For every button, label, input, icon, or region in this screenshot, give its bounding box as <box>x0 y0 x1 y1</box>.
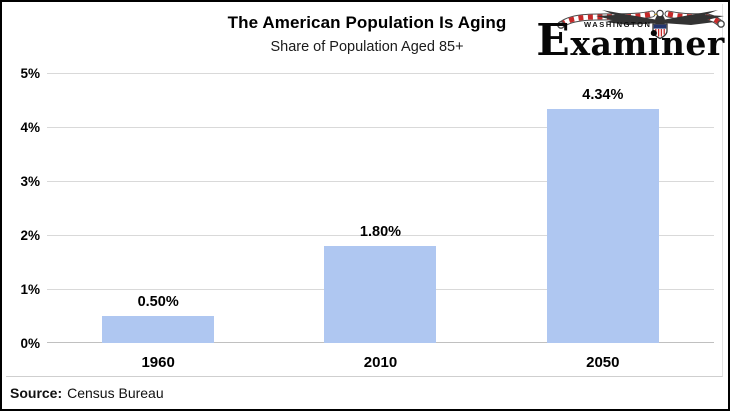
bar-slot-2050: 4.34% <box>492 73 714 343</box>
eagle-ribbon-icon <box>557 9 725 40</box>
gridline-4% <box>47 127 714 128</box>
y-axis-tick-label-3%: 3% <box>20 174 40 189</box>
logo-wordmark-initial: E <box>536 15 571 66</box>
logo-kicker: WASHINGTON <box>584 20 652 29</box>
source-text: Census Bureau <box>67 385 164 401</box>
logo-wordmark: Examiner <box>534 19 727 64</box>
x-axis-label-2050: 2050 <box>586 354 620 371</box>
bar-value-label-2010: 1.80% <box>359 223 402 240</box>
gridline-3% <box>47 181 714 182</box>
logo-wordmark-rest: xaminer <box>570 24 725 63</box>
y-axis-tick-label-5%: 5% <box>20 66 40 81</box>
y-axis-tick-label-2%: 2% <box>20 228 40 243</box>
source-label: Source: <box>10 385 63 401</box>
y-axis-tick-label-1%: 1% <box>20 282 40 297</box>
bar-slot-1960: 0.50% <box>47 73 269 343</box>
bar-2010 <box>324 245 437 343</box>
chart-subtitle: Share of Population Aged 85+ <box>270 39 464 55</box>
bar-2050 <box>546 108 659 343</box>
source-note: Source: Census Bureau <box>10 385 164 401</box>
plot-area: 0% 1% 2% 3% 4% 5% 0.50% 1.80% 4.34% <box>20 66 714 351</box>
y-axis-tick-label-0%: 0% <box>20 336 40 351</box>
chart-title: The American Population Is Aging <box>227 13 507 32</box>
bar-value-label-1960: 0.50% <box>137 294 179 310</box>
x-axis-label-1960: 1960 <box>141 354 175 371</box>
bar-slot-2010: 1.80% <box>269 73 491 343</box>
washington-examiner-logo: WASHINGTON Examiner <box>534 3 727 63</box>
gridline-2% <box>47 235 714 236</box>
gridline-5% <box>47 73 714 74</box>
shield <box>652 23 668 40</box>
y-axis-tick-label-4%: 4% <box>20 120 40 135</box>
bar-value-label-2050: 4.34% <box>582 86 624 103</box>
x-axis-label-2010: 2010 <box>363 354 398 371</box>
x-axis-labels: 1960 2010 2050 <box>47 354 714 374</box>
bar-1960 <box>102 316 215 343</box>
